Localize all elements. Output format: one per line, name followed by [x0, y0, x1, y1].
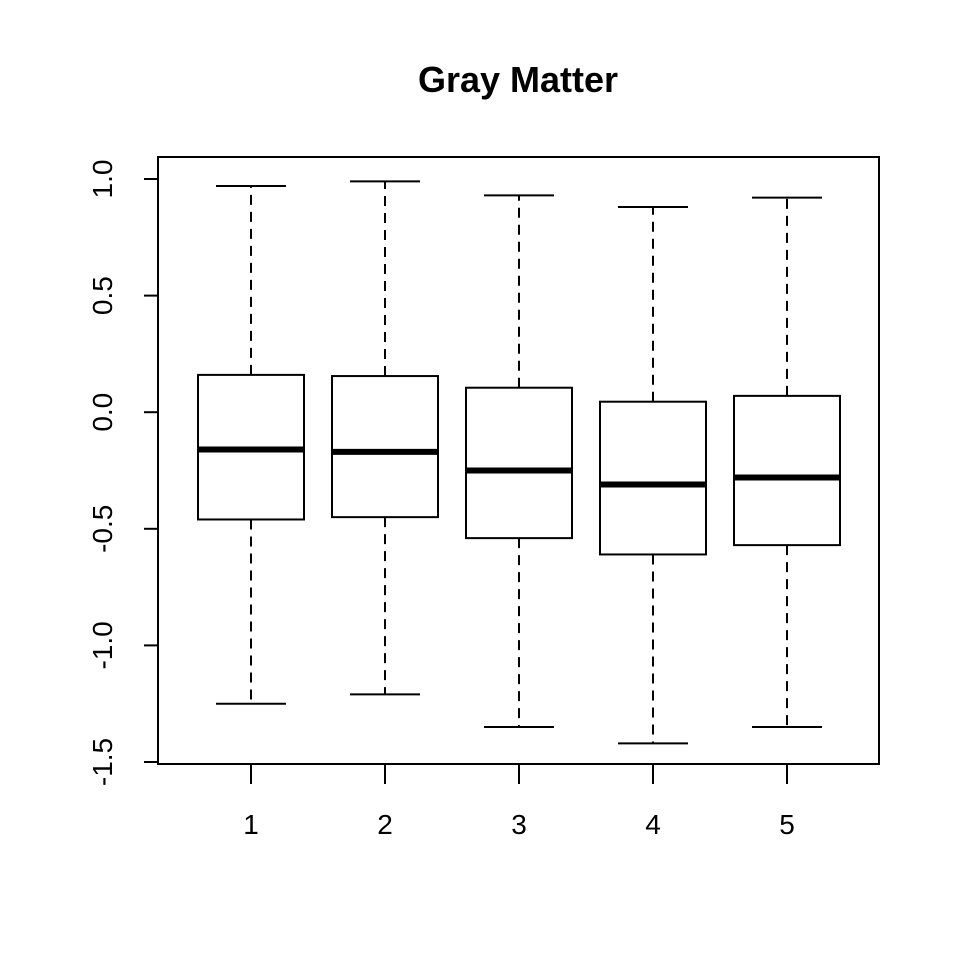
- y-tick-label: 1.0: [87, 160, 118, 199]
- y-axis: -1.5 -1.0 -0.5 0.0 0.5 1.0: [87, 160, 159, 786]
- box-5: [733, 196, 841, 729]
- x-tick-label: 1: [243, 809, 259, 840]
- iqr-box: [331, 375, 439, 519]
- box-4: [599, 205, 707, 745]
- box-2: [331, 180, 439, 696]
- y-tick-label: -0.5: [87, 505, 118, 553]
- chart-title: Gray Matter: [418, 59, 618, 100]
- y-tick-label: -1.0: [87, 621, 118, 669]
- x-tick-label: 3: [511, 809, 527, 840]
- iqr-box: [599, 400, 707, 556]
- boxes: [197, 180, 841, 745]
- y-tick-label: 0.5: [87, 276, 118, 315]
- y-tick-label: 0.0: [87, 393, 118, 432]
- box-3: [465, 194, 573, 729]
- x-tick-label: 2: [377, 809, 393, 840]
- x-tick-label: 5: [779, 809, 795, 840]
- iqr-box: [733, 394, 841, 547]
- iqr-box: [465, 386, 573, 540]
- x-tick-label: 4: [645, 809, 661, 840]
- x-axis: 1 2 3 4 5: [243, 764, 795, 840]
- box-1: [197, 184, 305, 705]
- y-tick-label: -1.5: [87, 738, 118, 786]
